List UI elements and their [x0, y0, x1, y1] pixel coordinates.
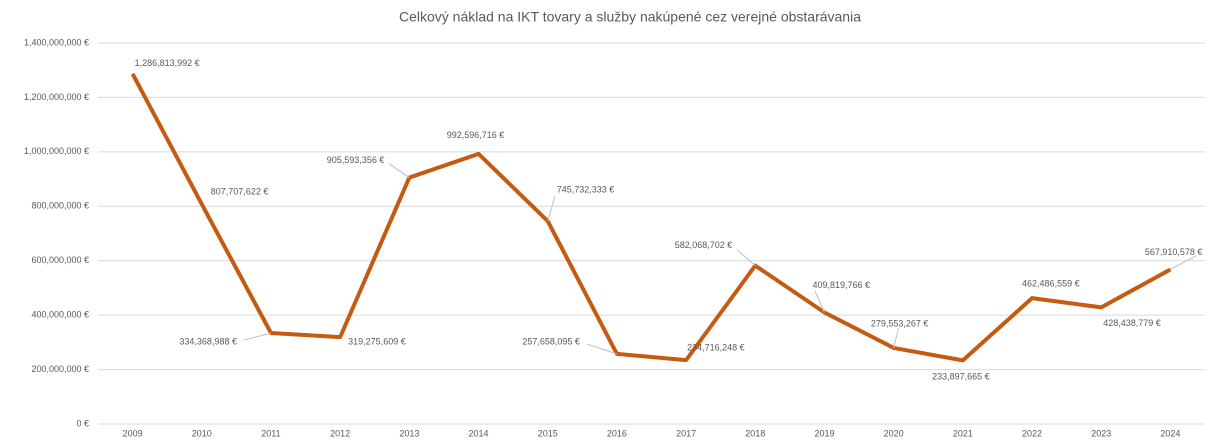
- x-tick-label: 2017: [676, 428, 696, 438]
- leader-line: [547, 196, 556, 222]
- data-label: 462,486,559 €: [1022, 279, 1080, 289]
- data-label: 905,593,356 €: [327, 155, 385, 165]
- y-tick-label: 1,200,000,000 €: [24, 92, 89, 102]
- x-tick-label: 2019: [814, 428, 834, 438]
- x-tick-label: 2023: [1091, 428, 1111, 438]
- line: [130, 72, 1172, 363]
- x-tick-label: 2010: [192, 428, 212, 438]
- leader-line: [1170, 255, 1197, 270]
- leader-line: [243, 332, 272, 341]
- x-tick-label: 2011: [261, 428, 280, 438]
- data-label: 233,897,665 €: [932, 372, 990, 382]
- y-tick-label: 400,000,000 €: [31, 310, 89, 320]
- y-tick-label: 600,000,000 €: [31, 255, 89, 265]
- y-tick-label: 200,000,000 €: [31, 364, 89, 374]
- leader-line: [736, 249, 756, 266]
- leader-line: [587, 343, 618, 355]
- data-label: 409,819,766 €: [812, 280, 870, 290]
- x-tick-label: 2009: [123, 428, 143, 438]
- data-label: 992,596,716 €: [447, 130, 505, 140]
- x-tick-label: 2016: [607, 428, 627, 438]
- y-tick-label: 1,400,000,000 €: [24, 37, 89, 47]
- data-label: 319,275,609 €: [348, 336, 406, 346]
- chart-title: Celkový náklad na IKT tovary a služby na…: [399, 9, 861, 25]
- y-tick-label: 0 €: [76, 418, 89, 428]
- data-label: 1,286,813,992 €: [135, 58, 200, 68]
- x-tick-label: 2013: [399, 428, 419, 438]
- x-tick-label: 2015: [538, 428, 558, 438]
- y-tick-label: 800,000,000 €: [31, 201, 89, 211]
- y-tick-label: 1,000,000,000 €: [24, 146, 89, 156]
- data-label: 257,658,095 €: [522, 336, 580, 346]
- data-label: 234,716,248 €: [687, 342, 745, 352]
- data-label: 745,732,333 €: [557, 184, 615, 194]
- leader-line: [814, 290, 825, 313]
- data-label: 582,068,702 €: [675, 240, 733, 250]
- x-tick-label: 2020: [884, 428, 904, 438]
- data-label: 807,707,622 €: [211, 187, 269, 197]
- data-label: 428,438,779 €: [1103, 318, 1161, 328]
- x-tick-label: 2024: [1160, 428, 1180, 438]
- x-tick-label: 2022: [1022, 428, 1042, 438]
- data-label: 279,553,267 €: [871, 318, 929, 328]
- leader-line: [389, 163, 410, 178]
- x-tick-label: 2014: [469, 428, 489, 438]
- x-tick-label: 2021: [953, 428, 973, 438]
- leader-line: [893, 328, 899, 349]
- x-tick-label: 2012: [330, 428, 350, 438]
- data-label: 567,910,578 €: [1145, 247, 1203, 257]
- data-label: 334,368,988 €: [179, 336, 237, 346]
- x-tick-label: 2018: [745, 428, 765, 438]
